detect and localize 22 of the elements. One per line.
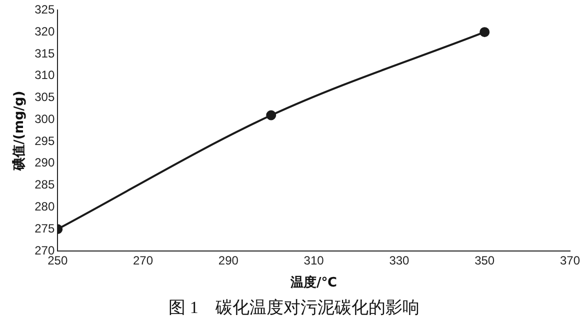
y-tick-label: 305	[34, 90, 55, 104]
x-axis-title: 温度/℃	[290, 274, 338, 291]
x-tick-label: 370	[560, 254, 580, 268]
x-tick-label: 270	[133, 254, 154, 268]
caption: 图 1 碳化温度对污泥碳化的影响	[168, 297, 420, 319]
x-tick-label: 350	[474, 254, 495, 268]
y-tick-label: 290	[34, 156, 55, 170]
y-tick-label: 280	[34, 200, 55, 214]
y-tick-label: 285	[34, 178, 55, 192]
y-axis-title: 碘值/(mg/g)	[12, 90, 28, 172]
x-tick-label: 330	[389, 254, 410, 268]
y-tick-label: 295	[34, 134, 55, 148]
y-tick-label: 300	[34, 112, 55, 126]
y-tick-label: 275	[34, 221, 55, 236]
point	[480, 27, 490, 38]
y-tick-label: 325	[34, 2, 55, 17]
x-tick-label: 310	[304, 254, 324, 268]
point	[266, 110, 276, 120]
y-tick-label: 315	[34, 46, 55, 60]
y-tick-label: 310	[34, 68, 55, 82]
y-tick-label: 320	[34, 24, 55, 38]
x-tick-label: 290	[218, 254, 239, 268]
